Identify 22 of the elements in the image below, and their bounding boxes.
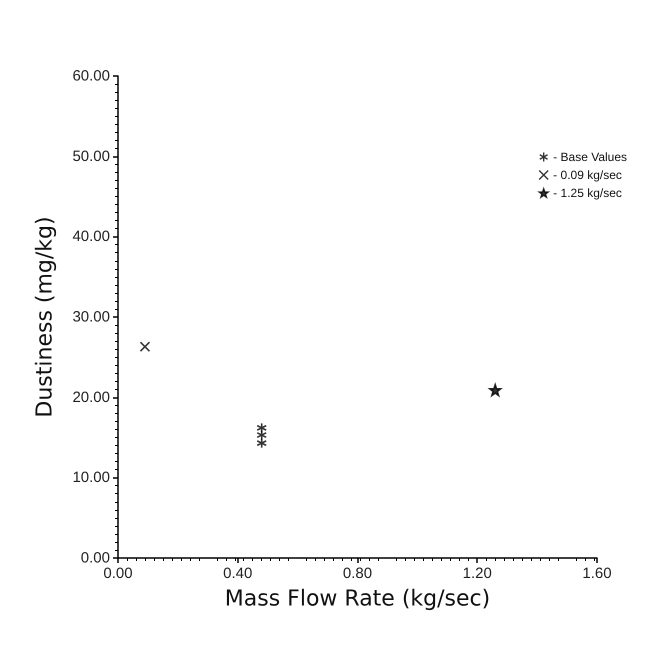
y-tick-label: 50.00 — [72, 148, 110, 165]
y-tick-label: 0.00 — [80, 550, 110, 566]
x-tick-label: 0.40 — [223, 565, 252, 582]
y-tick-label: 10.00 — [72, 469, 110, 486]
x-tick-label: 1.20 — [462, 565, 492, 582]
legend-label: - 1.25 kg/sec — [553, 186, 622, 200]
y-tick-label: 20.00 — [72, 388, 110, 406]
point — [488, 384, 502, 396]
x-tick-label: 1.60 — [582, 565, 612, 582]
y-axis-title: Dustiness (mg/kg) — [32, 216, 58, 418]
y-tick-label: 30.00 — [72, 308, 110, 326]
x-tick-label: 0.00 — [103, 565, 133, 582]
x-tick-label: 0.80 — [342, 565, 372, 582]
point — [256, 438, 267, 448]
y-tick-label: 60.00 — [72, 68, 110, 84]
point — [256, 430, 267, 440]
point — [256, 422, 267, 434]
x-axis-title: Mass Flow Rate (kg/sec) — [224, 586, 490, 612]
legend-label: - 0.09 kg/sec — [553, 168, 622, 182]
point — [140, 341, 150, 352]
y-tick-label: 40.00 — [72, 228, 110, 246]
legend-label: - Base Values — [553, 150, 628, 164]
